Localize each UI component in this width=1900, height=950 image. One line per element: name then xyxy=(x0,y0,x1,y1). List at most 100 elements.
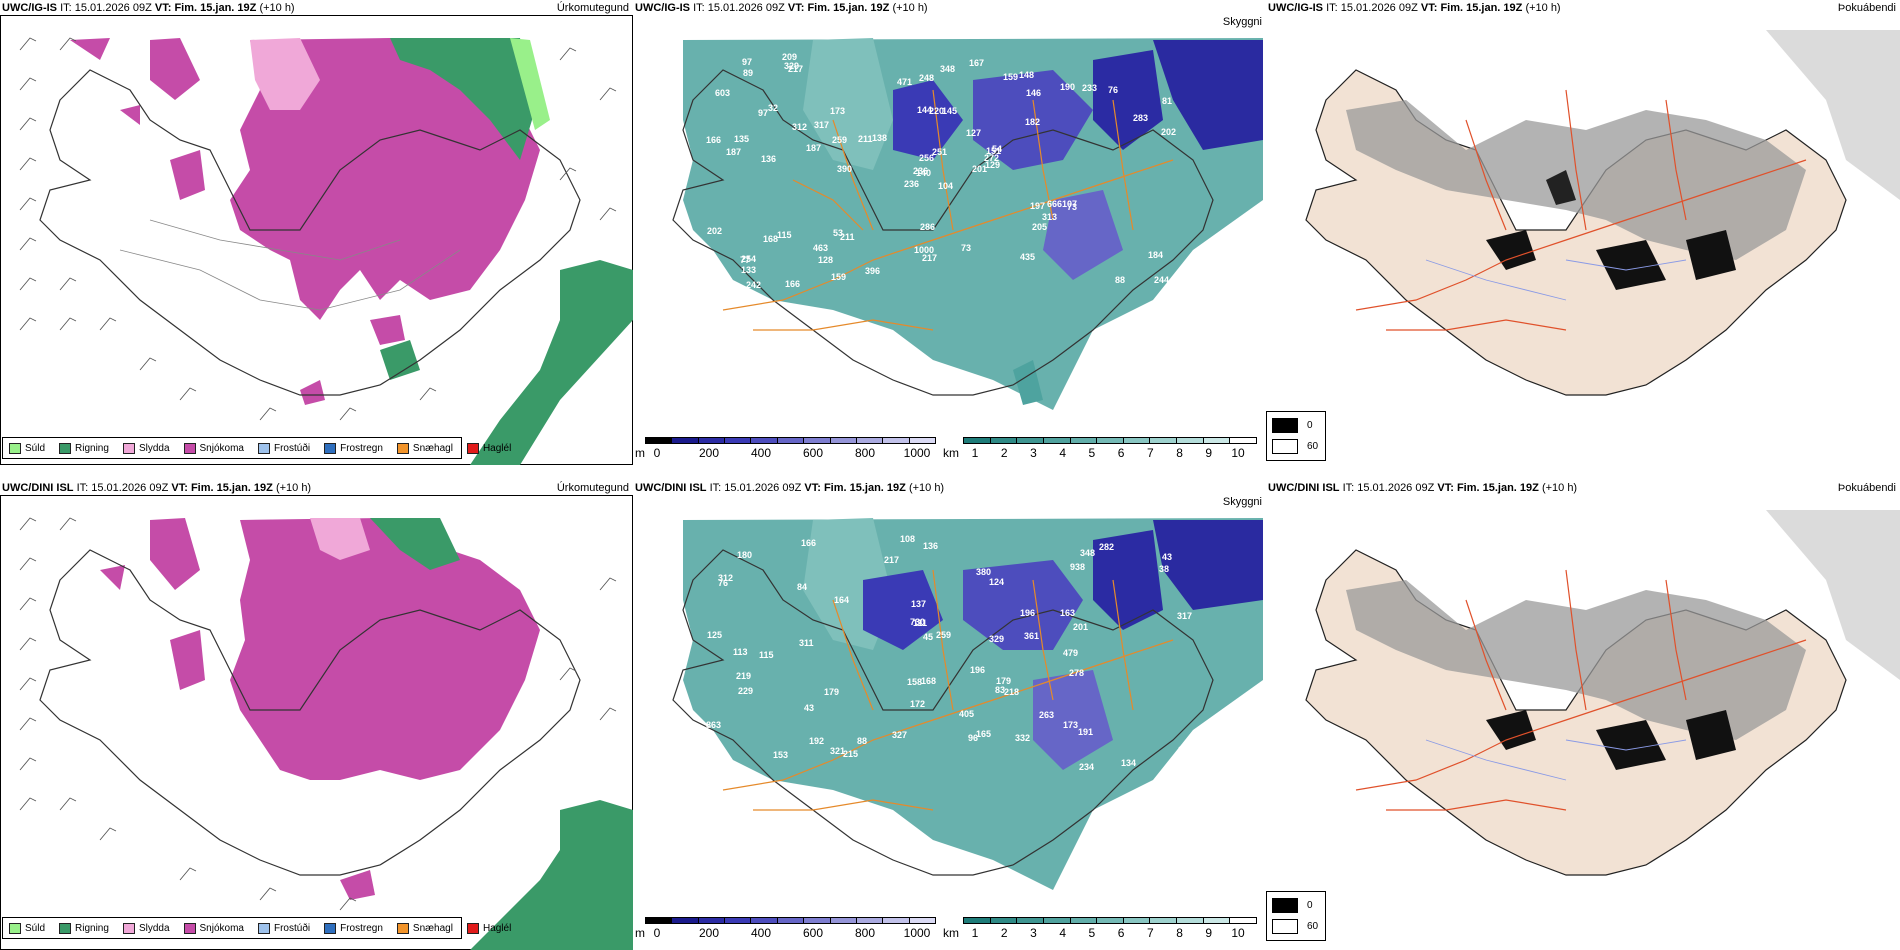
ceiling-value-label: 168 xyxy=(763,234,778,244)
ceiling-value-label: 256 xyxy=(919,153,934,163)
ceiling-value-label: 1000 xyxy=(914,245,934,255)
colorbar-label: 2 xyxy=(1000,926,1008,940)
colorbar-label: 400 xyxy=(750,446,772,460)
colorbar-segment xyxy=(803,437,831,444)
ceiling-value-label: 124 xyxy=(989,577,1004,587)
ceiling-value-label: 196 xyxy=(970,665,985,675)
colorbar-segment xyxy=(671,917,699,924)
colorbar-label: 10 xyxy=(1231,926,1245,940)
colorbar-segment xyxy=(697,917,726,924)
ceiling-value-label: 166 xyxy=(785,279,800,289)
ceiling-value-label: 38 xyxy=(1159,564,1169,574)
ceiling-value-label: 471 xyxy=(897,77,912,87)
colorbar-segment xyxy=(1176,917,1204,924)
colorbar-segment xyxy=(1069,437,1098,444)
colorbar-segment xyxy=(724,917,752,924)
ceiling-value-label: 77 xyxy=(740,255,750,265)
ceiling-value-label: 163 xyxy=(1060,608,1075,618)
colorbar-segment xyxy=(750,437,778,444)
legend-label: Rigning xyxy=(75,442,109,454)
colorbar-segment xyxy=(855,437,884,444)
ceiling-value-label: 184 xyxy=(1148,250,1163,260)
colorbar-segment xyxy=(882,917,910,924)
legend-label: Slydda xyxy=(138,922,170,934)
colorbar-label: 8 xyxy=(1176,446,1183,460)
colorbar-segment xyxy=(1016,437,1044,444)
colorbar-segment xyxy=(989,437,1018,444)
ceiling-value-label: 312 xyxy=(792,122,807,132)
colorbar-label: 6 xyxy=(1117,446,1125,460)
ceiling-value-label: 187 xyxy=(806,143,821,153)
colorbar-label: 7 xyxy=(1146,926,1154,940)
colorbar-label: 2 xyxy=(1000,446,1008,460)
ceiling-value-label: 317 xyxy=(1177,611,1192,621)
ceiling-value-label: 128 xyxy=(818,255,833,265)
precip-legend-item: Rigning xyxy=(59,442,109,454)
ceiling-value-label: 435 xyxy=(1020,252,1035,262)
ceiling-value-label: 236 xyxy=(904,179,919,189)
ceiling-value-label: 113 xyxy=(733,647,748,657)
ceiling-colorbar: m 0 200 400 600 800 1000 xyxy=(635,917,936,942)
ceiling-value-label: 137 xyxy=(911,599,926,609)
ceiling-value-label: 263 xyxy=(1039,710,1054,720)
colorbar-label: 5 xyxy=(1088,926,1096,940)
ceiling-value-label: 43 xyxy=(804,703,814,713)
ceiling-value-label: 197 xyxy=(1030,201,1045,211)
fog-legend-label: 60 xyxy=(1307,441,1319,452)
ceiling-value-label: 211 xyxy=(858,134,873,144)
ceiling-value-label: 196 xyxy=(1020,608,1035,618)
colorbar-label: 9 xyxy=(1205,926,1213,940)
colorbar-segment xyxy=(803,917,831,924)
colorbar-segment xyxy=(908,917,936,924)
legend-swatch xyxy=(59,922,72,934)
panel-title: UWC/IG-IS IT: 15.01.2026 09Z VT: Fim. 15… xyxy=(2,2,295,14)
ceiling-value-label: 53 xyxy=(833,228,843,238)
ceiling-value-label: 192 xyxy=(809,736,824,746)
precip-legend-item: Snæhagl xyxy=(396,922,453,934)
ceiling-value-label: 218 xyxy=(1004,687,1019,697)
ceiling-value-label: 54 xyxy=(992,144,1002,154)
ceiling-value-label: 390 xyxy=(837,164,852,174)
ceiling-value-label: 81 xyxy=(1162,96,1172,106)
colorbar-label: 7 xyxy=(1146,446,1154,460)
precip-legend-item: Haglél xyxy=(466,922,511,934)
ceiling-value-label: 209 xyxy=(782,52,797,62)
ceiling-value-label: 165 xyxy=(976,729,991,739)
legend-swatch xyxy=(324,442,337,454)
precip-panel-row2: UWC/DINI ISL IT: 15.01.2026 09Z VT: Fim.… xyxy=(0,480,633,950)
legend-swatch xyxy=(466,442,479,454)
colorbar-segment xyxy=(776,437,805,444)
precip-map-row2 xyxy=(0,495,633,950)
colorbar-segment xyxy=(1149,437,1178,444)
legend-swatch xyxy=(122,922,135,934)
colorbar-label: 9 xyxy=(1205,446,1213,460)
legend-swatch xyxy=(183,442,196,454)
ceiling-value-label: 97 xyxy=(758,108,768,118)
fog-panel-row2: UWC/DINI ISL IT: 15.01.2026 09Z VT: Fim.… xyxy=(1266,480,1900,950)
ceiling-value-label: 129 xyxy=(985,160,1000,170)
colorbar-label: 1 xyxy=(971,926,979,940)
ceiling-value-label: 312 xyxy=(718,573,733,583)
ceiling-value-label: 136 xyxy=(761,154,776,164)
legend-swatch xyxy=(183,922,196,934)
ceiling-value-label: 361 xyxy=(1024,631,1039,641)
legend-label: Rigning xyxy=(75,922,109,934)
ceiling-value-label: 396 xyxy=(865,266,880,276)
ceiling-value-label: 111 xyxy=(913,618,927,628)
ceiling-value-label: 278 xyxy=(1069,668,1084,678)
ceiling-value-label: 217 xyxy=(884,555,899,565)
param-label-precip: Úrkomutegund xyxy=(556,2,629,14)
ceiling-value-label: 233 xyxy=(1082,83,1097,93)
colorbar-label: 200 xyxy=(698,446,720,460)
ceiling-value-label: 272 xyxy=(984,153,999,163)
colorbar-segment xyxy=(671,437,699,444)
ceiling-value-label: 151 xyxy=(986,146,1001,156)
ceiling-value-label: 45 xyxy=(923,632,933,642)
ceiling-value-label: 88 xyxy=(857,736,867,746)
ceiling-value-label: 104 xyxy=(938,181,953,191)
colorbar-segment xyxy=(697,437,726,444)
legend-label: Snjókoma xyxy=(199,922,244,934)
legend-swatch xyxy=(257,922,270,934)
fog-legend: 0 60 xyxy=(1266,891,1326,941)
ceiling-value-label: 259 xyxy=(832,135,847,145)
